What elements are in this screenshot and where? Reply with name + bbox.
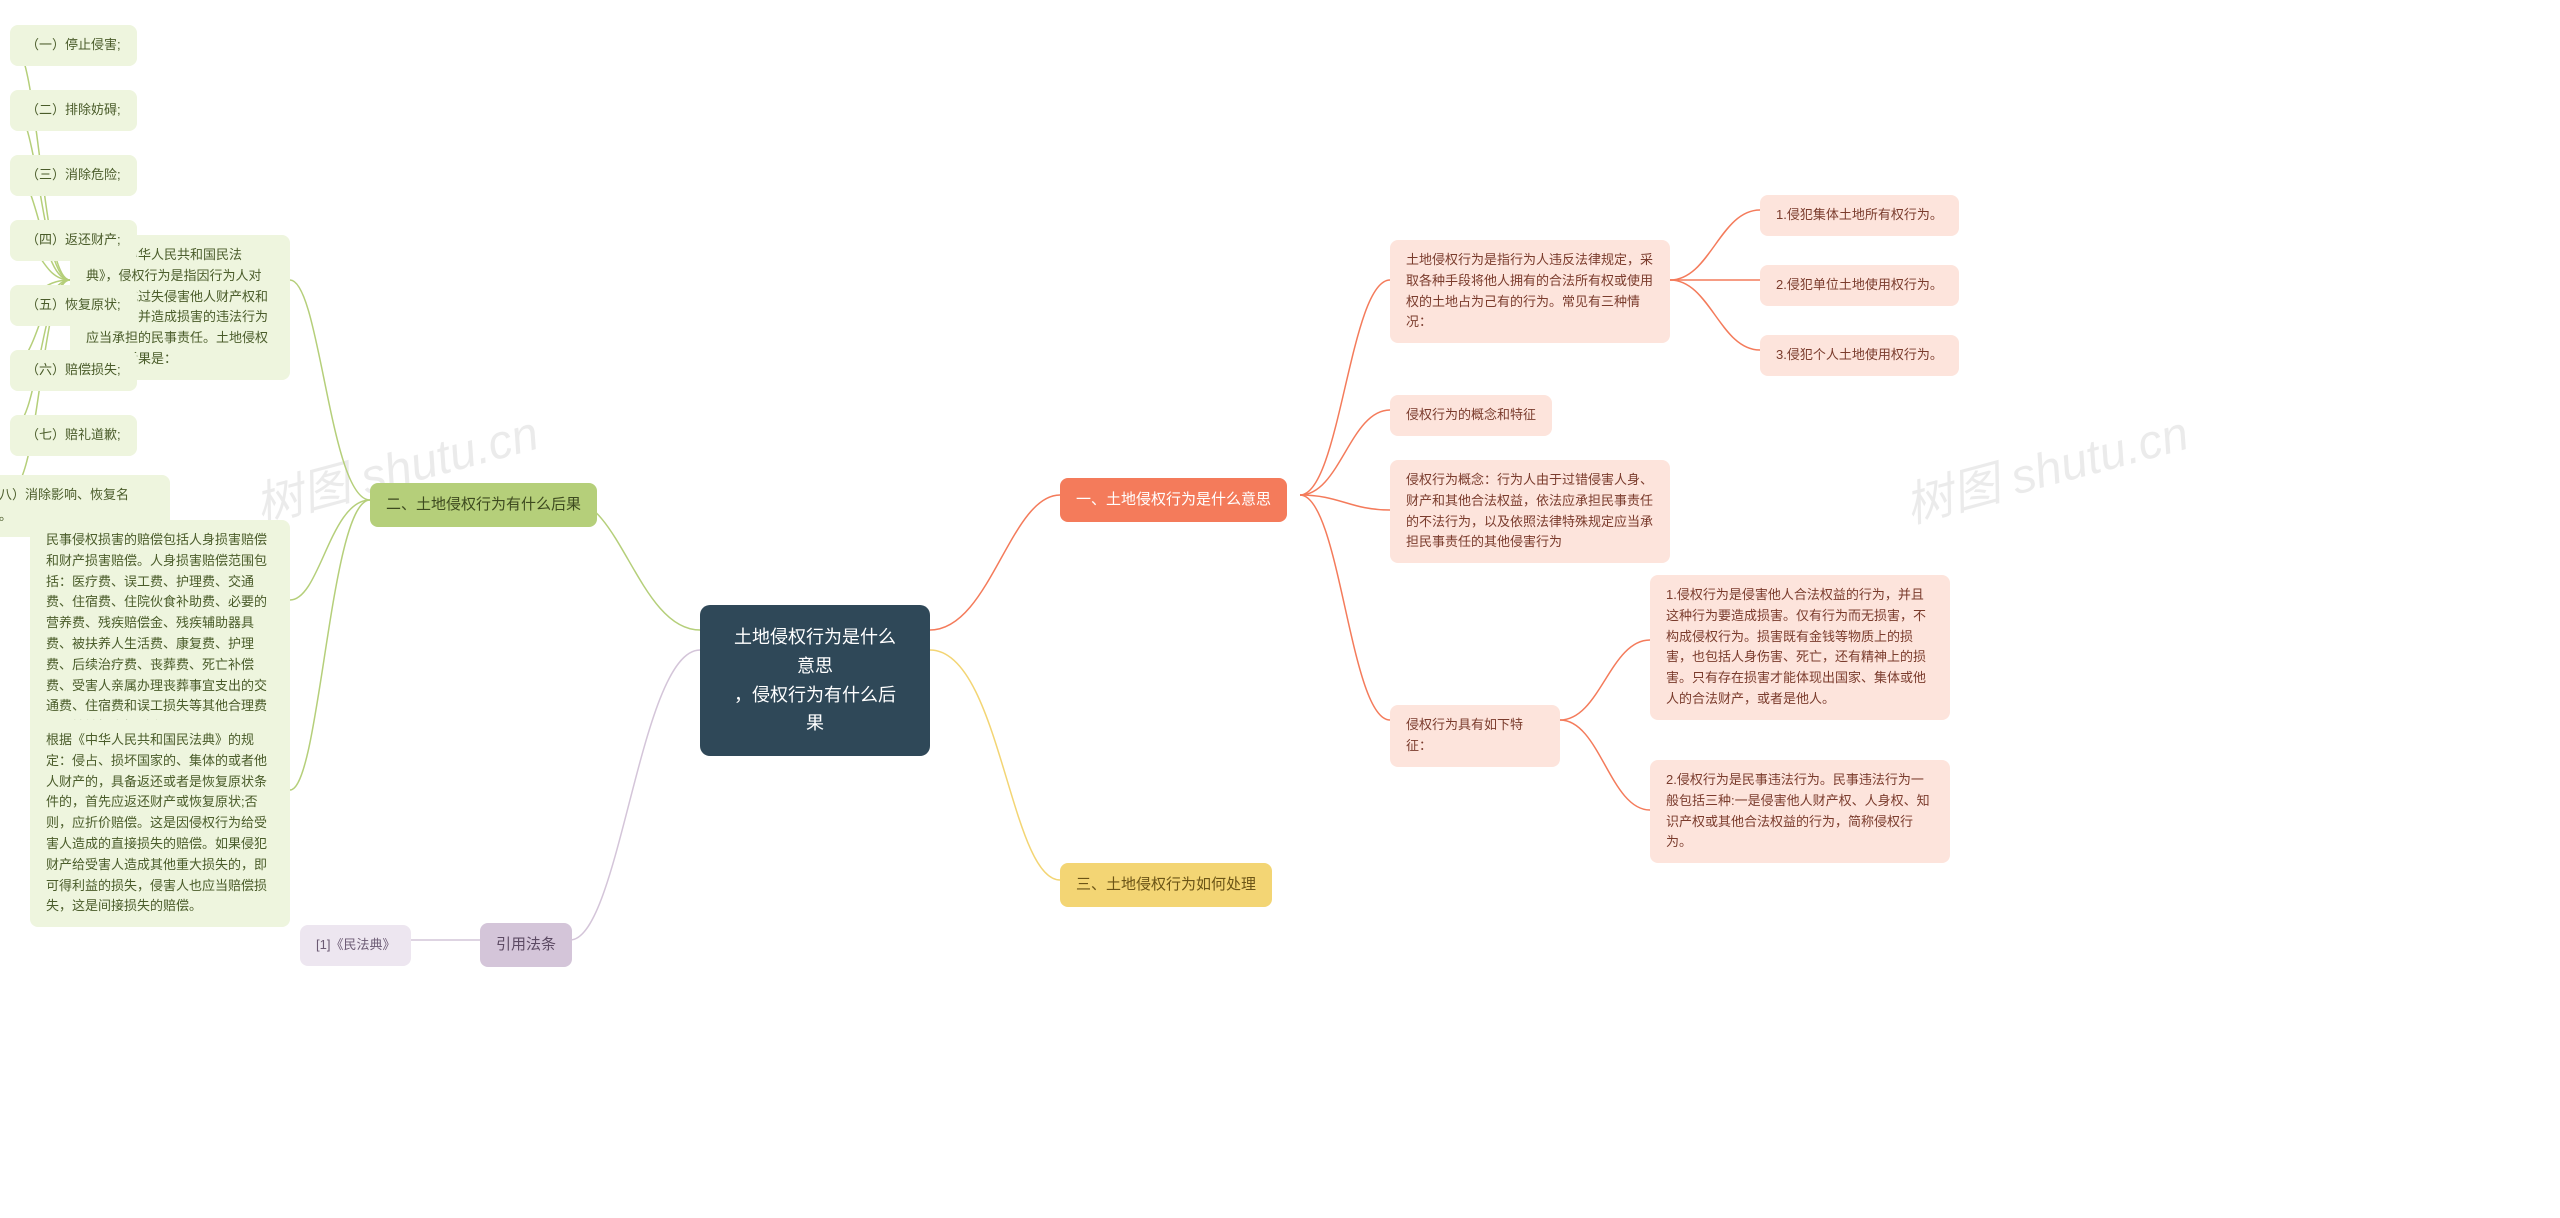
- b1-child-3-0: 1.侵权行为是侵害他人合法权益的行为，并且这种行为要造成损害。仅有行为而无损害，…: [1650, 575, 1950, 720]
- center-node: 土地侵权行为是什么意思，侵权行为有什么后果: [700, 605, 930, 756]
- branch-4[interactable]: 引用法条: [480, 923, 572, 967]
- b2-child-0-1: （二）排除妨碍;: [10, 90, 137, 131]
- b2-child-0-4: （五）恢复原状;: [10, 285, 137, 326]
- b1-child-2: 侵权行为概念：行为人由于过错侵害人身、财产和其他合法权益，依法应承担民事责任的不…: [1390, 460, 1670, 563]
- b1-child-0-1: 2.侵犯单位土地使用权行为。: [1760, 265, 1959, 306]
- b1-child-3: 侵权行为具有如下特征：: [1390, 705, 1560, 767]
- b2-child-0-5: （六）赔偿损失;: [10, 350, 137, 391]
- b1-child-0: 土地侵权行为是指行为人违反法律规定，采取各种手段将他人拥有的合法所有权或使用权的…: [1390, 240, 1670, 343]
- b2-child-0-0: （一）停止侵害;: [10, 25, 137, 66]
- branch-3[interactable]: 三、土地侵权行为如何处理: [1060, 863, 1272, 907]
- watermark: 树图 shutu.cn: [1896, 394, 2195, 537]
- b1-child-0-0: 1.侵犯集体土地所有权行为。: [1760, 195, 1959, 236]
- b2-child-0-2: （三）消除危险;: [10, 155, 137, 196]
- connectors: [0, 0, 2560, 1218]
- b1-child-0-2: 3.侵犯个人土地使用权行为。: [1760, 335, 1959, 376]
- b2-child-0-6: （七）赔礼道歉;: [10, 415, 137, 456]
- b2-child-2: 根据《中华人民共和国民法典》的规定：侵占、损坏国家的、集体的或者他人财产的，具备…: [30, 720, 290, 927]
- b1-child-1: 侵权行为的概念和特征: [1390, 395, 1552, 436]
- b2-child-1: 民事侵权损害的赔偿包括人身损害赔偿和财产损害赔偿。人身损害赔偿范围包括：医疗费、…: [30, 520, 290, 748]
- branch-1[interactable]: 一、土地侵权行为是什么意思: [1060, 478, 1287, 522]
- b2-child-0-3: （四）返还财产;: [10, 220, 137, 261]
- b1-child-3-1: 2.侵权行为是民事违法行为。民事违法行为一般包括三种:一是侵害他人财产权、人身权…: [1650, 760, 1950, 863]
- branch-2[interactable]: 二、土地侵权行为有什么后果: [370, 483, 597, 527]
- b4-child-0: [1]《民法典》: [300, 925, 411, 966]
